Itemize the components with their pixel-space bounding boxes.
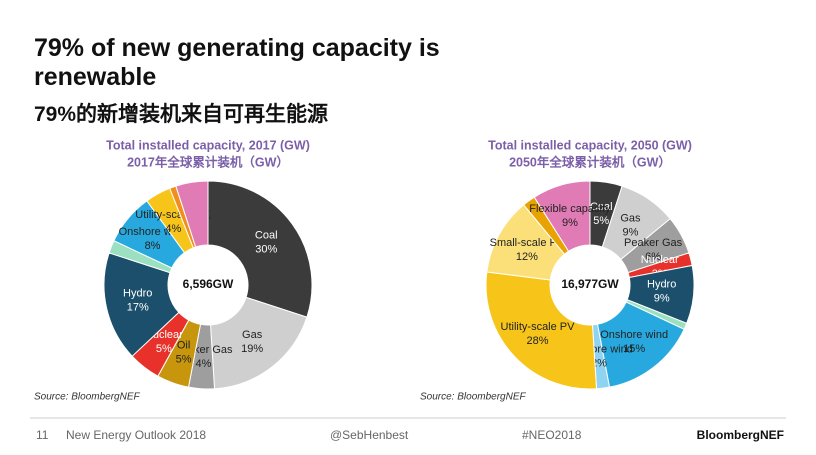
value-label: 5% bbox=[176, 354, 192, 366]
value-label: 4% bbox=[165, 223, 181, 235]
footer-hashtag: #NEO2018 bbox=[522, 428, 582, 442]
slice-label: Coal bbox=[590, 201, 613, 213]
value-label: 12% bbox=[516, 251, 538, 263]
slice-label: Onshore wind bbox=[600, 329, 668, 341]
total-label: 6,596GW bbox=[183, 277, 234, 291]
chart-title: Total installed capacity, 2017 (GW) bbox=[106, 138, 310, 152]
slice-label: Utility-scale PV bbox=[501, 321, 576, 333]
value-label: 19% bbox=[241, 343, 263, 355]
value-label: 4% bbox=[196, 358, 212, 370]
slice-label: Gas bbox=[620, 212, 641, 224]
chart-title: Total installed capacity, 2050 (GW) bbox=[488, 138, 692, 152]
value-label: 5% bbox=[156, 343, 172, 355]
slice-label: Gas bbox=[242, 329, 263, 341]
slice-label: Hydro bbox=[123, 288, 152, 300]
slice bbox=[533, 180, 591, 252]
value-label: 15% bbox=[623, 343, 645, 355]
value-label: 17% bbox=[127, 302, 149, 314]
slice bbox=[485, 271, 598, 390]
value-label: 5% bbox=[593, 215, 609, 227]
footer-report: New Energy Outlook 2018 bbox=[66, 428, 206, 442]
value-label: 6% bbox=[645, 251, 661, 263]
slice-label: Hydro bbox=[647, 279, 676, 291]
donut-hole bbox=[169, 246, 247, 324]
slice-label: Peaker Gas bbox=[624, 237, 683, 249]
footer-brand: BloombergNEF bbox=[697, 428, 784, 442]
slice-label: Oil bbox=[177, 340, 190, 352]
slice bbox=[209, 296, 308, 390]
slice bbox=[207, 180, 313, 318]
slide-title: 79% of new generating capacity is renewa… bbox=[34, 34, 440, 91]
slice bbox=[175, 180, 209, 248]
source: Source: BloombergNEF bbox=[420, 392, 526, 403]
value-label: 8% bbox=[145, 240, 161, 252]
total-label: 16,977GW bbox=[561, 277, 619, 291]
slice-label: Coal bbox=[255, 230, 278, 242]
donut-hole bbox=[551, 246, 629, 324]
value-label: 9% bbox=[623, 226, 639, 238]
value-label: 28% bbox=[526, 335, 548, 347]
page-number: 11 bbox=[36, 428, 49, 442]
value-label: 9% bbox=[562, 217, 578, 229]
slice-label: Flexible capacity bbox=[529, 203, 611, 215]
slide-subtitle: 79%的新增装机来自可再生能源 bbox=[34, 103, 329, 126]
chart-subtitle: 2050年全球累计装机（GW） bbox=[509, 154, 671, 169]
source: Source: BloombergNEF bbox=[34, 392, 140, 403]
slice bbox=[103, 252, 180, 357]
footer-handle: @SebHenbest bbox=[330, 428, 409, 442]
slice-label: Small-scale PV bbox=[490, 237, 565, 249]
slice-label: Nuclear bbox=[641, 254, 679, 266]
value-label: 9% bbox=[654, 293, 670, 305]
value-label: 30% bbox=[255, 244, 277, 256]
chart-subtitle: 2017年全球累计装机（GW） bbox=[127, 154, 289, 169]
